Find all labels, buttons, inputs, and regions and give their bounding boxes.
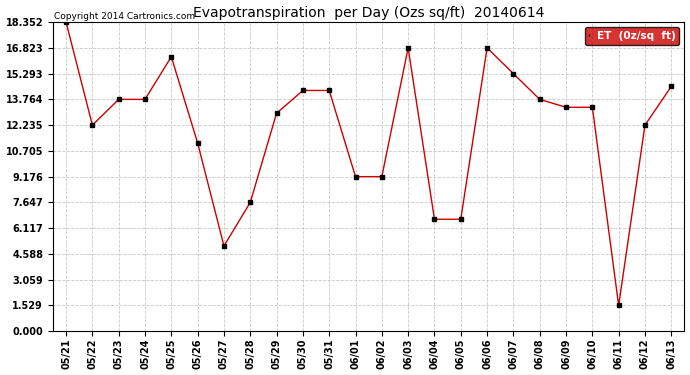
Text: Copyright 2014 Cartronics.com: Copyright 2014 Cartronics.com [54, 12, 195, 21]
Title: Evapotranspiration  per Day (Ozs sq/ft)  20140614: Evapotranspiration per Day (Ozs sq/ft) 2… [193, 6, 544, 20]
Legend: ET  (0z/sq  ft): ET (0z/sq ft) [585, 27, 679, 45]
